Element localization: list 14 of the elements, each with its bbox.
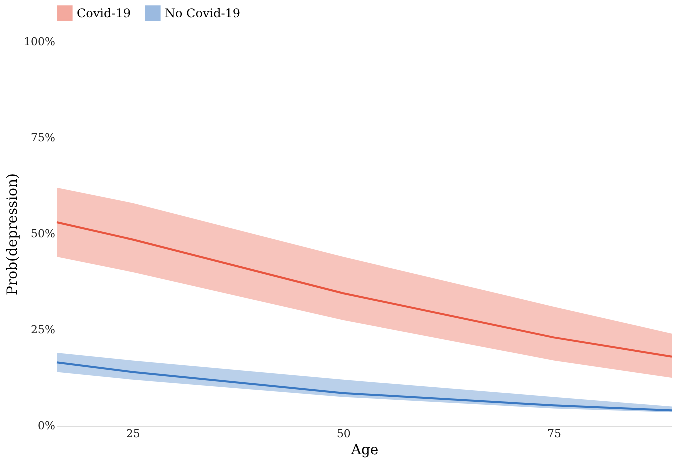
- y-tick-label: 0%: [38, 420, 56, 432]
- x-tick-label: 75: [548, 428, 562, 440]
- line-series: [56, 362, 673, 412]
- y-tick-label: 75%: [31, 132, 56, 144]
- x-tick-label: 50: [336, 428, 351, 440]
- legend-label: Covid-19: [77, 6, 132, 20]
- x-axis-title: Age: [350, 442, 379, 458]
- legend-label: No Covid-19: [165, 6, 241, 20]
- x-tick-label: 25: [126, 428, 140, 440]
- y-tick-label: 50%: [31, 228, 56, 240]
- y-tick-label: 100%: [24, 36, 56, 48]
- y-axis-title: Prob(depression): [5, 174, 22, 296]
- y-tick-label: 25%: [31, 324, 56, 336]
- line-series: [56, 221, 673, 358]
